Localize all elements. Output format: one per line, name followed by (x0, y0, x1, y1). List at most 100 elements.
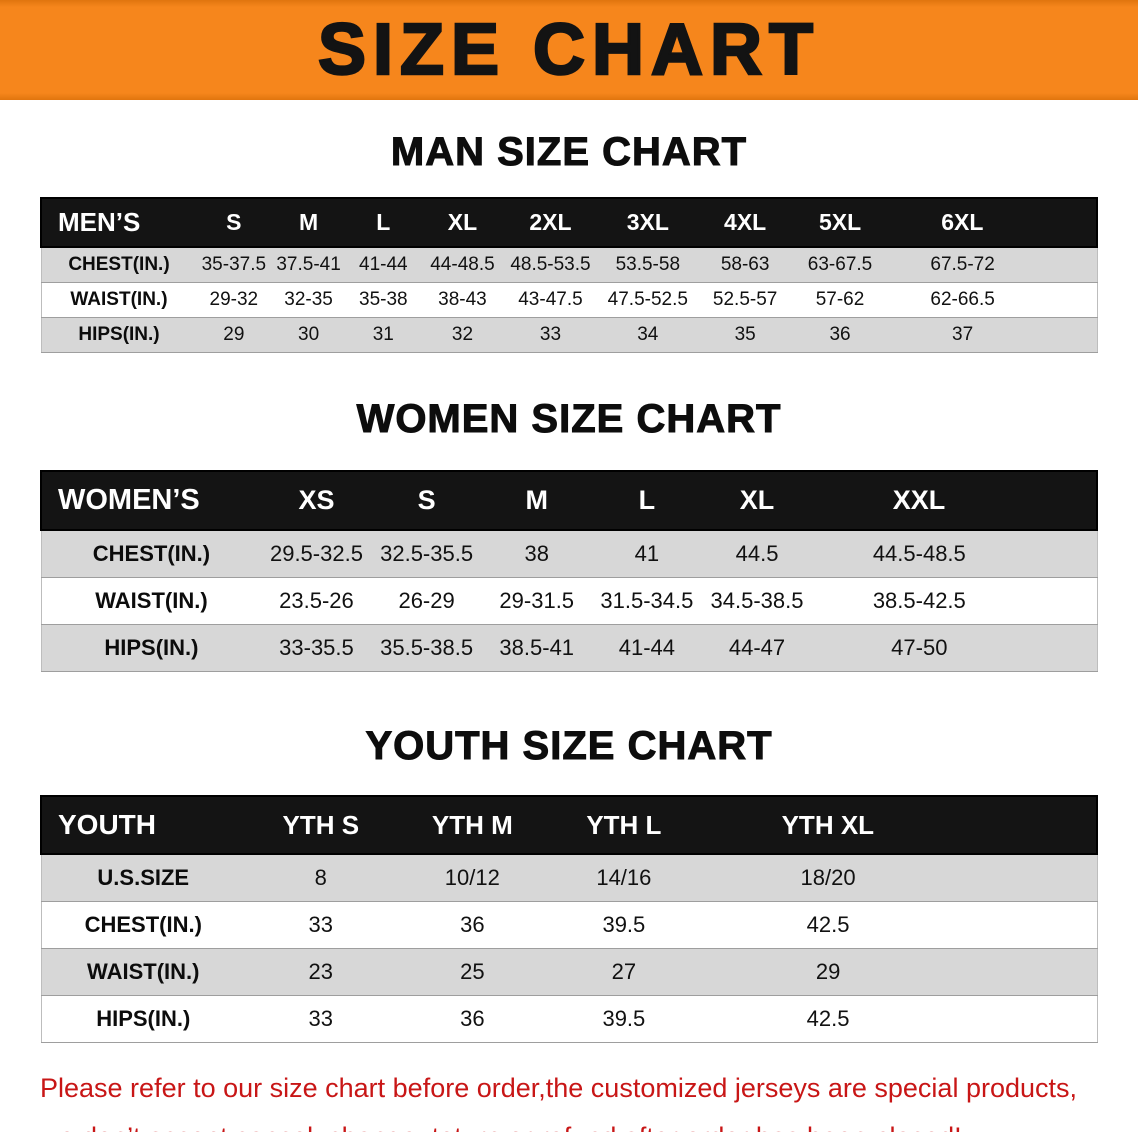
size-value-cell: 18/20 (800, 865, 856, 890)
row-label: HIPS(IN.) (96, 1006, 191, 1031)
size-value-cell: 42.5 (806, 1006, 850, 1031)
banner-title: SIZE CHART (317, 9, 820, 92)
size-value-cell: 33 (308, 1006, 334, 1031)
table-row: HIPS(IN.) 33-35.5 35.5-38.5 38.5-41 41-44 44-… (41, 624, 1097, 672)
size-value-cell: 58-63 (720, 254, 770, 275)
size-value-cell: 47.5-52.5 (607, 289, 688, 310)
size-value-cell: 29-31.5 (499, 588, 575, 613)
size-value-cell: 43-47.5 (518, 289, 583, 310)
size-value-cell: 41 (634, 541, 660, 566)
size-value-cell: 32 (451, 324, 474, 345)
size-column-header: XS (298, 485, 335, 515)
size-value-cell: 44-48.5 (430, 254, 495, 275)
size-value-cell: 63-67.5 (807, 254, 873, 275)
table-header-row: WOMEN’S XS S M L XL XXL (41, 471, 1097, 530)
size-value-cell: 38 (524, 541, 549, 566)
size-column-header: 4XL (724, 209, 767, 235)
size-value-cell: 44.5-48.5 (872, 541, 966, 566)
size-value-cell: 33 (308, 912, 334, 937)
size-column-header: 6XL (941, 209, 984, 235)
disclaimer-line-1: Please refer to our size chart before or… (40, 1073, 1078, 1103)
size-value-cell: 36 (829, 324, 851, 345)
size-value-cell: 44.5 (735, 541, 779, 566)
size-value-cell: 31.5-34.5 (600, 588, 694, 613)
table-corner-label: MEN’S (58, 207, 141, 237)
size-value-cell: 39.5 (602, 1006, 646, 1031)
men-size-table: MEN’S S M L XL 2XL 3XL 4XL 5XL 6XL CHEST(IN.) 35-37… (40, 197, 1098, 353)
women-section: WOMEN SIZE CHART WOMEN’S XS S M L XL XXL CHEST(… (0, 397, 1138, 672)
size-value-cell: 47-50 (891, 635, 948, 660)
size-value-cell: 8 (314, 865, 327, 890)
table-row: CHEST(IN.) 35-37.5 37.5-41 41-44 44-48.5 48.5… (41, 247, 1097, 283)
size-column-header: L (376, 209, 391, 235)
table-row: WAIST(IN.) 23 25 27 29 (41, 948, 1097, 996)
size-value-cell: 10/12 (444, 865, 500, 890)
size-value-cell: 27 (611, 959, 637, 984)
size-value-cell: 32-35 (284, 289, 333, 310)
row-label: CHEST(IN.) (68, 254, 170, 275)
size-column-header: M (525, 485, 548, 515)
size-value-cell: 39.5 (602, 912, 646, 937)
size-column-header: XXL (892, 485, 946, 515)
row-label: U.S.SIZE (97, 865, 190, 890)
size-value-cell: 23 (308, 959, 334, 984)
size-value-cell: 14/16 (596, 865, 652, 890)
size-column-header: 2XL (529, 209, 572, 235)
size-value-cell: 67.5-72 (930, 254, 995, 275)
women-size-table: WOMEN’S XS S M L XL XXL CHEST(IN.) 29.5-32.5 32.5… (40, 470, 1098, 672)
size-value-cell: 31 (372, 324, 394, 345)
banner: SIZE CHART (0, 0, 1138, 100)
row-label: WAIST(IN.) (87, 959, 200, 984)
size-value-cell: 33 (539, 324, 562, 345)
size-value-cell: 26-29 (398, 588, 455, 613)
size-value-cell: 38.5-41 (499, 635, 575, 660)
size-value-cell: 30 (298, 324, 320, 345)
size-column-header: YTH XL (781, 809, 875, 840)
size-value-cell: 41-44 (359, 254, 408, 275)
table-corner-label: WOMEN’S (58, 484, 200, 516)
row-label: HIPS(IN.) (104, 635, 199, 660)
row-label: CHEST(IN.) (84, 912, 202, 937)
size-column-header: XL (447, 209, 478, 235)
table-row: HIPS(IN.) 29 30 31 32 33 34 35 36 37 (41, 317, 1097, 353)
disclaimer-line-2: we don’t accept cancel, change, teturn o… (40, 1118, 1098, 1132)
size-value-cell: 29-32 (209, 289, 259, 310)
size-value-cell: 29.5-32.5 (269, 541, 363, 566)
size-value-cell: 48.5-53.5 (510, 254, 591, 275)
size-value-cell: 41-44 (618, 635, 676, 660)
size-column-header: 3XL (626, 209, 669, 235)
row-label: WAIST(IN.) (95, 588, 208, 613)
size-column-header: M (298, 209, 319, 235)
size-value-cell: 29 (815, 959, 841, 984)
disclaimer: Please refer to our size chart before or… (40, 1069, 1098, 1132)
size-column-header: S (226, 209, 242, 235)
youth-heading: YOUTH SIZE CHART (365, 724, 773, 769)
table-row: WAIST(IN.) 29-32 32-35 35-38 38-43 43-47.5 47.… (41, 282, 1097, 318)
size-column-header: YTH M (431, 809, 513, 840)
size-value-cell: 29 (223, 324, 245, 345)
size-column-header: S (417, 485, 436, 515)
size-column-header: YTH S (282, 809, 360, 840)
size-value-cell: 42.5 (806, 912, 850, 937)
youth-section: YOUTH SIZE CHART YOUTH YTH S YTH M YTH L YTH… (0, 724, 1138, 1043)
size-value-cell: 35-38 (359, 289, 408, 310)
table-row: CHEST(IN.) 33 36 39.5 42.5 (41, 901, 1097, 949)
youth-size-table: YOUTH YTH S YTH M YTH L YTH XL U.S.SIZE 8 10/12… (40, 795, 1098, 1043)
size-value-cell: 38.5-42.5 (872, 588, 966, 613)
table-row: CHEST(IN.) 29.5-32.5 32.5-35.5 38 41 44.5 44.5… (41, 530, 1097, 578)
size-value-cell: 53.5-58 (615, 254, 681, 275)
size-value-cell: 34.5-38.5 (710, 588, 804, 613)
size-column-header: 5XL (818, 209, 862, 235)
table-row: U.S.SIZE 8 10/12 14/16 18/20 (41, 854, 1097, 902)
size-value-cell: 35-37.5 (201, 254, 267, 275)
women-heading: WOMEN SIZE CHART (356, 397, 782, 442)
size-value-cell: 36 (460, 1006, 485, 1031)
size-value-cell: 38-43 (438, 289, 487, 310)
table-header-row: YOUTH YTH S YTH M YTH L YTH XL (41, 796, 1097, 854)
size-value-cell: 25 (460, 959, 485, 984)
men-heading: MAN SIZE CHART (390, 130, 748, 175)
size-value-cell: 37.5-41 (276, 254, 341, 275)
size-value-cell: 32.5-35.5 (380, 541, 474, 566)
size-value-cell: 35.5-38.5 (380, 635, 474, 660)
